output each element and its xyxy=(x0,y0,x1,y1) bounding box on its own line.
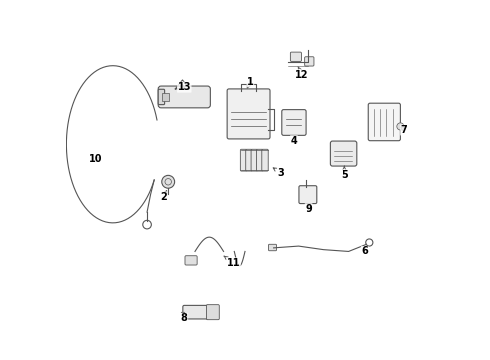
FancyBboxPatch shape xyxy=(330,141,357,166)
FancyBboxPatch shape xyxy=(251,149,258,171)
FancyBboxPatch shape xyxy=(282,110,306,135)
Text: 1: 1 xyxy=(247,77,254,88)
Text: 12: 12 xyxy=(295,67,309,80)
FancyBboxPatch shape xyxy=(299,186,317,203)
Circle shape xyxy=(397,123,404,130)
Text: 3: 3 xyxy=(273,168,284,178)
FancyBboxPatch shape xyxy=(368,103,400,141)
FancyBboxPatch shape xyxy=(206,305,220,320)
FancyBboxPatch shape xyxy=(269,244,276,251)
FancyBboxPatch shape xyxy=(185,256,197,265)
Text: 13: 13 xyxy=(177,82,191,92)
Text: 5: 5 xyxy=(341,166,348,180)
Text: 6: 6 xyxy=(361,247,368,256)
Text: 2: 2 xyxy=(160,190,167,202)
Text: 7: 7 xyxy=(401,125,407,135)
Text: 4: 4 xyxy=(291,136,297,146)
Text: 9: 9 xyxy=(305,203,312,213)
FancyBboxPatch shape xyxy=(262,149,268,171)
Text: 11: 11 xyxy=(224,256,240,268)
FancyBboxPatch shape xyxy=(227,89,270,139)
FancyBboxPatch shape xyxy=(162,93,169,102)
FancyBboxPatch shape xyxy=(241,149,247,171)
FancyBboxPatch shape xyxy=(245,149,252,171)
FancyBboxPatch shape xyxy=(305,57,314,66)
FancyBboxPatch shape xyxy=(158,89,165,105)
FancyBboxPatch shape xyxy=(256,149,263,171)
Circle shape xyxy=(162,175,174,188)
FancyBboxPatch shape xyxy=(183,305,209,319)
Text: 8: 8 xyxy=(181,313,188,323)
FancyBboxPatch shape xyxy=(158,86,210,108)
Text: 10: 10 xyxy=(89,154,102,164)
FancyBboxPatch shape xyxy=(291,52,301,62)
